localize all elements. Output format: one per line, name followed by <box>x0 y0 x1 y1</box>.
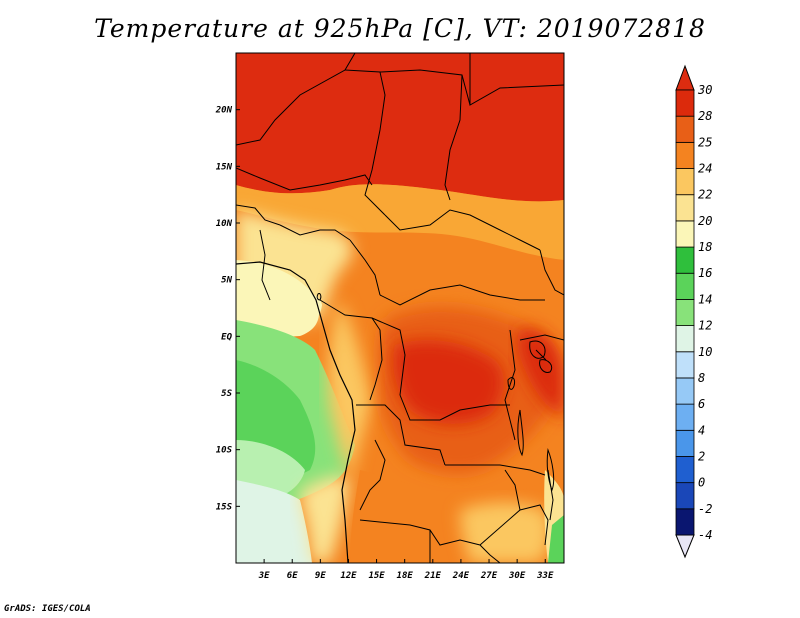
lon-tick-label: 9E <box>315 571 326 581</box>
lon-tick-label: 21E <box>424 571 442 581</box>
lat-tick-label: 20N <box>215 106 233 116</box>
grads-credit: GrADS: IGES/COLA <box>4 604 91 614</box>
chart-title: Temperature at 925hPa [C], VT: 201907281… <box>94 14 706 43</box>
colorbar-label: 12 <box>698 319 712 333</box>
colorbar-band <box>675 403 695 431</box>
colorbar-label: 24 <box>698 162 712 176</box>
colorbar-band <box>675 89 695 117</box>
lon-tick-label: 15E <box>368 571 385 581</box>
map-frame <box>235 52 565 564</box>
colorbar-label: 10 <box>698 345 712 359</box>
lon-tick-label: 3E <box>258 571 270 581</box>
colorbar-band <box>675 482 695 510</box>
colorbar-band <box>675 429 695 457</box>
colorbar-label: -2 <box>698 502 712 516</box>
lat-tick-label: 10S <box>216 446 233 456</box>
colorbar-band <box>675 115 695 143</box>
colorbar-label: 6 <box>698 397 705 411</box>
colorbar-band <box>675 194 695 222</box>
colorbar-band <box>675 246 695 274</box>
coastline <box>236 261 356 563</box>
lon-tick-label: 24E <box>452 571 470 581</box>
colorbar-top-arrow <box>675 64 695 91</box>
colorbar-label: 28 <box>698 109 712 123</box>
colorbar-band <box>675 299 695 326</box>
lat-tick-label: 15N <box>216 162 233 172</box>
lat-tick-label: EQ <box>221 332 232 342</box>
colorbar-band <box>675 325 695 353</box>
colorbar-label: 4 <box>698 423 705 437</box>
colorbar-label: 16 <box>698 266 712 280</box>
colorbar-label: 30 <box>697 83 712 97</box>
colorbar-label: 0 <box>698 476 705 490</box>
colorbar-label: 25 <box>698 135 712 149</box>
colorbar-band <box>675 220 695 248</box>
lon-tick-label: 30E <box>508 571 526 581</box>
colorbar-band <box>675 168 695 196</box>
lon-tick-label: 33E <box>536 571 554 581</box>
lat-tick-label: 5S <box>221 389 232 399</box>
colorbar-label: -4 <box>698 528 712 542</box>
colorbar-band <box>675 456 695 484</box>
lon-tick-label: 18E <box>397 571 414 581</box>
colorbar-band <box>675 351 695 379</box>
lat-tick-label: 5N <box>221 276 232 286</box>
lon-tick-label: 6E <box>287 571 298 581</box>
country-boundaries <box>236 53 564 563</box>
lon-tick-label: 12E <box>340 571 357 581</box>
colorbar-band <box>675 272 695 300</box>
colorbar-label: 20 <box>698 214 712 228</box>
lakes <box>316 293 555 492</box>
lon-tick-label: 27E <box>480 571 498 581</box>
lat-tick-label: 10N <box>216 219 233 229</box>
colorbar-bottom-arrow <box>675 534 695 559</box>
colorbar-label: 18 <box>698 240 712 254</box>
colorbar-band <box>675 141 695 169</box>
colorbar-label: 22 <box>698 188 712 202</box>
colorbar-band <box>675 377 695 405</box>
colorbar-label: 2 <box>698 449 705 463</box>
temperature-field <box>236 53 564 563</box>
colorbar-band <box>675 508 695 536</box>
colorbar-label: 14 <box>698 292 712 306</box>
colorbar-label: 8 <box>698 371 705 385</box>
latitude-axis: 20N 15N 10N 5N EQ 5S 10S 15S <box>215 106 240 512</box>
longitude-axis: 3E 6E 9E 12E 15E 18E 21E 24E 27E 30E 33E <box>258 559 554 581</box>
lat-tick-label: 15S <box>216 502 233 512</box>
